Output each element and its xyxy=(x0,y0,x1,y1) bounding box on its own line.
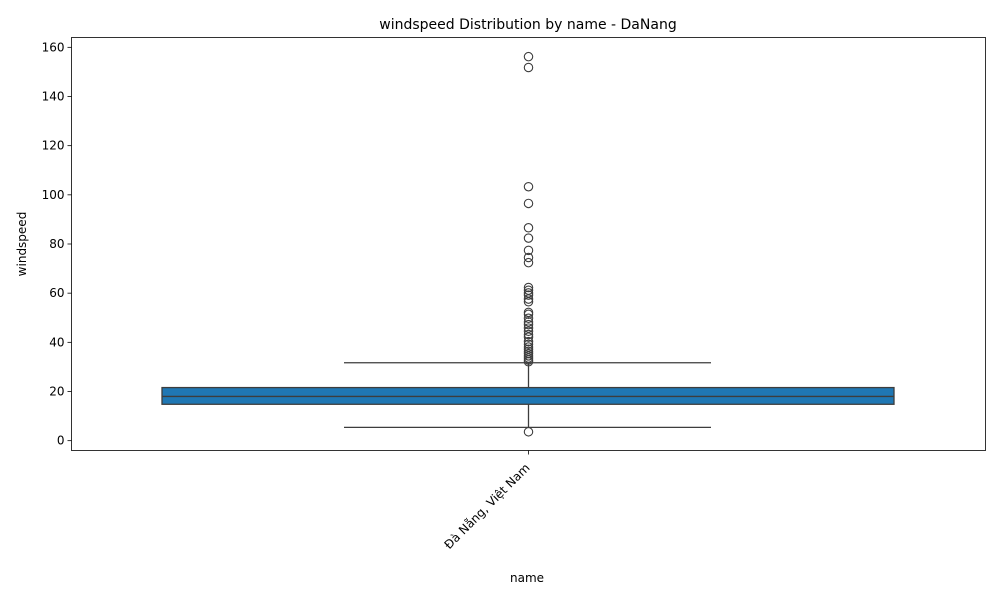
y-tick-label: 0 xyxy=(57,434,65,448)
y-tick-label: 160 xyxy=(42,40,65,54)
y-axis-label: windspeed xyxy=(15,212,29,277)
outlier-point xyxy=(524,234,532,242)
box-group xyxy=(162,363,894,428)
outlier-point xyxy=(524,63,532,71)
x-axis-ticks: Đà Nẵng, Việt Nam xyxy=(442,451,533,552)
y-tick-label: 80 xyxy=(49,237,64,251)
x-tick-label: Đà Nẵng, Việt Nam xyxy=(442,461,533,552)
y-tick-label: 120 xyxy=(42,139,65,153)
y-tick-label: 140 xyxy=(42,90,65,104)
outlier-point xyxy=(524,258,532,266)
y-tick-label: 60 xyxy=(49,286,64,300)
outlier-point xyxy=(524,199,532,207)
y-tick-label: 20 xyxy=(49,385,64,399)
outlier-point xyxy=(524,224,532,232)
outlier-point xyxy=(524,52,532,60)
y-tick-label: 40 xyxy=(49,335,64,349)
x-axis-label: name xyxy=(510,571,544,585)
outlier-point xyxy=(524,183,532,191)
chart-title: windspeed Distribution by name - DaNang xyxy=(379,17,676,33)
outlier-point xyxy=(524,428,532,436)
y-axis-ticks: 0 20 40 60 80 100 120 140 160 xyxy=(42,40,72,447)
y-tick-label: 100 xyxy=(42,188,65,202)
